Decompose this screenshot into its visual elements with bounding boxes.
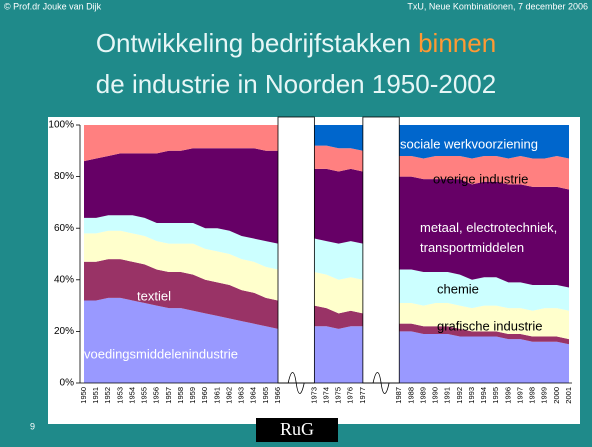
x-tick-label: 1991 [443, 387, 452, 404]
series-label: voedingsmiddelenindustrie [84, 346, 238, 361]
x-tick-label: 1974 [321, 387, 330, 404]
area [84, 125, 569, 190]
series-label: grafische industrie [437, 318, 543, 333]
x-tick-label: 1992 [455, 387, 464, 404]
x-tick-label: 1950 [79, 387, 88, 404]
y-tick-label: 0% [60, 378, 75, 389]
x-tick-label: 1989 [418, 387, 427, 404]
x-tick-label: 1994 [479, 387, 488, 404]
title-highlight: binnen [418, 28, 496, 58]
x-tick-label: 1955 [140, 387, 149, 404]
title-text: Ontwikkeling bedrijfstakken [96, 28, 411, 58]
series-label-box: metaal, electrotechniek, transportmiddel… [420, 220, 558, 255]
y-tick-label: 20% [54, 326, 74, 337]
area [84, 230, 569, 340]
x-tick-label: 1953 [115, 387, 124, 404]
series-label: chemie [437, 281, 479, 296]
title-line1: Ontwikkeling bedrijfstakken binnen [96, 28, 496, 58]
x-tick-label: 1963 [237, 387, 246, 404]
x-tick-label: 1998 [528, 387, 537, 404]
x-tick-label: 1987 [394, 387, 403, 404]
area [84, 259, 569, 345]
area [84, 125, 569, 159]
title-line2: de industrie in Noorden 1950-2002 [96, 69, 496, 99]
logo-box [256, 418, 338, 442]
x-tick-label: 1965 [261, 387, 270, 404]
series-label: textiel [137, 288, 171, 303]
x-tick-label: 1999 [540, 387, 549, 404]
logo: RuG [280, 419, 314, 439]
page-number: 9 [30, 421, 35, 431]
area [84, 297, 569, 383]
x-tick-label: 1956 [152, 387, 161, 404]
x-tick-label: 1966 [273, 387, 282, 404]
x-tick-label: 1961 [212, 387, 221, 404]
y-tick-label: 40% [54, 274, 74, 285]
y-tick-label: 80% [54, 171, 74, 182]
x-tick-label: 1996 [503, 387, 512, 404]
x-tick-label: 1993 [467, 387, 476, 404]
x-tick-label: 1988 [406, 387, 415, 404]
y-tick-label: 60% [54, 223, 74, 234]
x-tick-label: 1951 [91, 387, 100, 404]
x-tick-label: 1960 [200, 387, 209, 404]
x-tick-label: 1959 [188, 387, 197, 404]
gap-box [277, 116, 315, 384]
x-tick-label: 1990 [431, 387, 440, 404]
x-tick-label: 1975 [334, 387, 343, 404]
x-tick-label: 2001 [564, 387, 573, 404]
x-tick-label: 1957 [164, 387, 173, 404]
area [84, 215, 569, 311]
y-tick-label: 100% [48, 120, 74, 131]
x-tick-label: 1952 [103, 387, 112, 404]
x-tick-label: 1962 [224, 387, 233, 404]
x-tick-label: 1977 [358, 387, 367, 404]
x-tick-label: 2000 [552, 387, 561, 404]
x-tick-label: 1964 [249, 387, 258, 404]
header-left: © Prof.dr Jouke van Dijk [4, 1, 102, 11]
series-label: overige industrie [433, 171, 528, 186]
area [84, 148, 569, 288]
x-tick-label: 1954 [127, 387, 136, 404]
x-tick-label: 1997 [515, 387, 524, 404]
x-tick-label: 1976 [346, 387, 355, 404]
header-right: TxU, Neue Kombinationen, 7 december 2006 [407, 1, 588, 11]
x-tick-label: 1958 [176, 387, 185, 404]
x-tick-label: 1995 [491, 387, 500, 404]
series-label: metaal, electrotechniek, transportmiddel… [420, 220, 558, 255]
gap-box [362, 116, 400, 384]
x-tick-label: 1973 [309, 387, 318, 404]
series-label: sociale werkvoorziening [400, 136, 538, 151]
